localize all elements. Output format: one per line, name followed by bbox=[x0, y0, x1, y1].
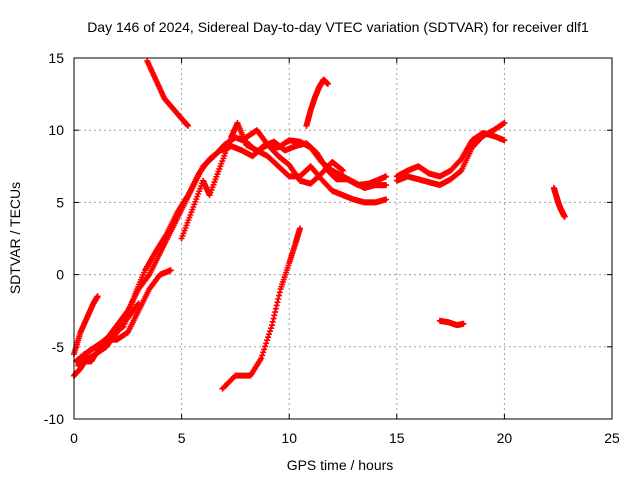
series-arc-late-night bbox=[550, 184, 568, 220]
data-point-fill bbox=[267, 328, 274, 335]
x-axis-label: GPS time / hours bbox=[287, 457, 394, 473]
series-arc-downward-top bbox=[144, 57, 192, 129]
data-point bbox=[501, 119, 508, 126]
series-arc-peak-branch bbox=[243, 127, 346, 187]
x-tick-label: 25 bbox=[604, 430, 620, 446]
data-point bbox=[460, 320, 467, 327]
data-point bbox=[258, 355, 265, 362]
data-point-fill bbox=[265, 334, 272, 341]
x-tick-label: 5 bbox=[178, 430, 186, 446]
x-tick-label: 20 bbox=[497, 430, 513, 446]
data-point bbox=[383, 173, 390, 180]
data-point-fill bbox=[263, 340, 270, 347]
data-point-fill bbox=[266, 331, 273, 338]
data-point bbox=[167, 267, 174, 274]
data-point bbox=[501, 137, 508, 144]
series-arc-high-spike bbox=[303, 76, 331, 129]
x-tick-label: 15 bbox=[389, 430, 405, 446]
data-point bbox=[296, 225, 303, 232]
series-arc-isolated-evening bbox=[436, 317, 467, 329]
data-point-fill bbox=[262, 343, 269, 350]
data-point bbox=[94, 293, 101, 300]
data-point bbox=[383, 196, 390, 203]
chart-title: Day 146 of 2024, Sidereal Day-to-day VTE… bbox=[87, 19, 589, 35]
series-arc-early-rise-a bbox=[71, 293, 101, 358]
data-point-fill bbox=[264, 337, 271, 344]
x-tick-label: 0 bbox=[70, 430, 78, 446]
data-point bbox=[383, 182, 390, 189]
data-points bbox=[71, 57, 568, 392]
y-tick-label: 10 bbox=[48, 122, 64, 138]
plot-frame bbox=[73, 57, 613, 420]
data-point bbox=[324, 80, 331, 87]
y-tick-label: 0 bbox=[56, 267, 64, 283]
y-axis-label: SDTVAR / TECUs bbox=[7, 182, 23, 294]
series-arc-steep-rise bbox=[219, 225, 303, 392]
series-arc-evening-band-b bbox=[393, 119, 508, 189]
y-tick-label: 15 bbox=[48, 50, 64, 66]
data-point bbox=[340, 167, 346, 174]
data-point-fill bbox=[259, 352, 266, 359]
y-tick-label: 5 bbox=[56, 194, 64, 210]
data-point-fill bbox=[260, 349, 267, 356]
x-tick-label: 10 bbox=[281, 430, 297, 446]
y-tick-label: -10 bbox=[44, 411, 64, 427]
data-point-fill bbox=[261, 346, 268, 353]
y-tick-label: -5 bbox=[52, 339, 65, 355]
data-point bbox=[185, 122, 192, 129]
axis-ticks: 0 5 10 15 20 25 -10 -5 0 5 10 15 bbox=[44, 50, 620, 446]
data-point-fill bbox=[268, 325, 275, 332]
data-point bbox=[561, 213, 568, 220]
